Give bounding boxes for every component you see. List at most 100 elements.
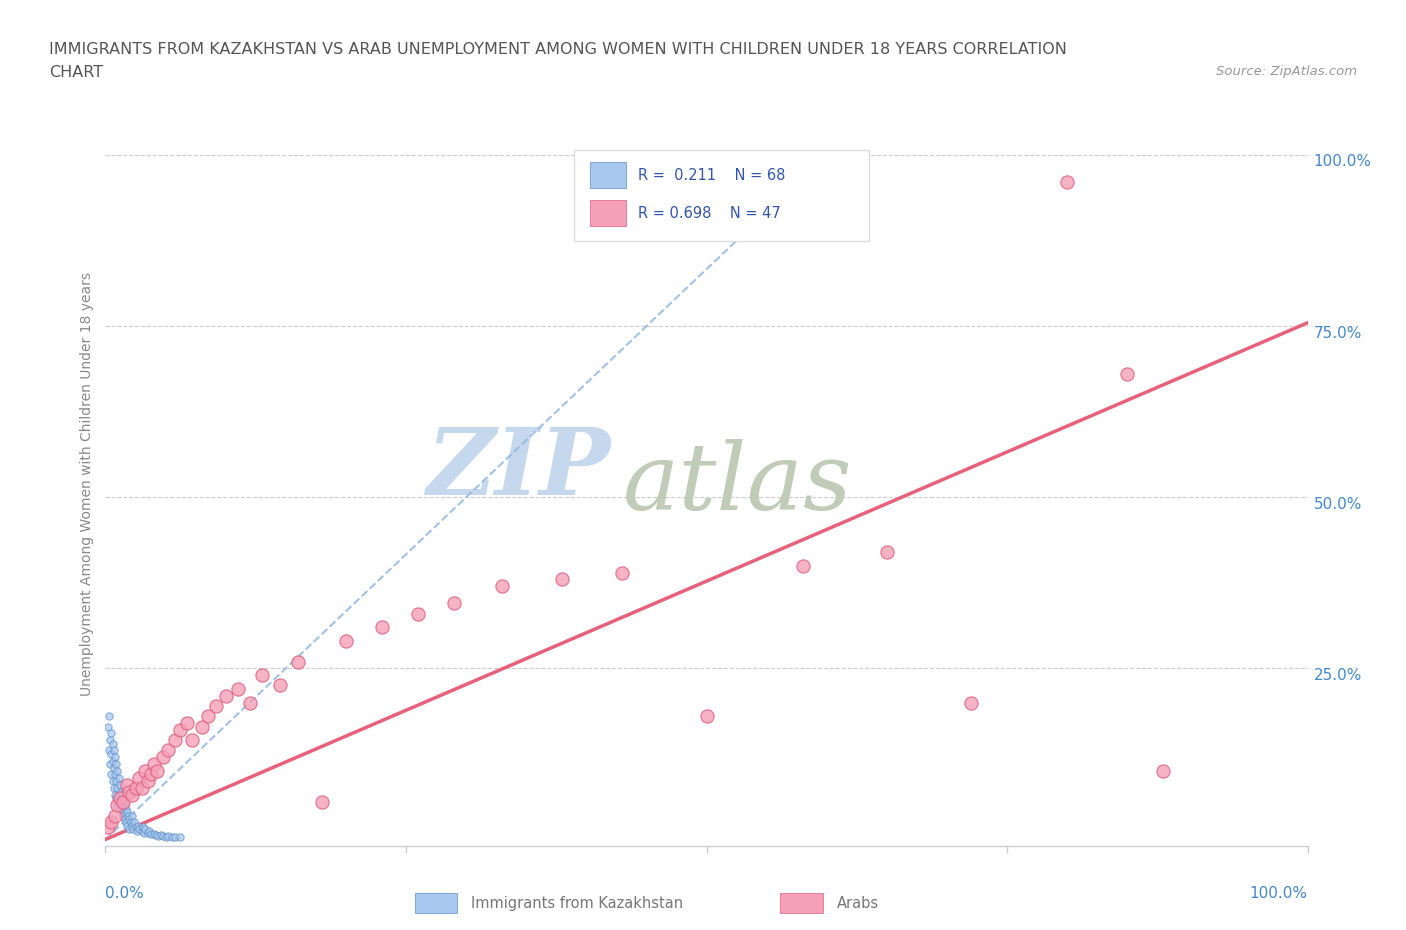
Point: [127, 818, 149, 833]
Point: [100, 815, 122, 830]
Text: IMMIGRANTS FROM KAZAKHSTAN VS ARAB UNEMPLOYMENT AMONG WOMEN WITH CHILDREN UNDER : IMMIGRANTS FROM KAZAKHSTAN VS ARAB UNEMP…: [49, 42, 1067, 57]
Point: [876, 545, 898, 560]
Point: [169, 723, 191, 737]
Text: 100.0%: 100.0%: [1313, 154, 1372, 169]
Point: [107, 798, 129, 813]
Point: [101, 737, 124, 751]
Point: [156, 743, 179, 758]
Point: [696, 709, 718, 724]
Point: [1056, 175, 1078, 190]
Point: [107, 798, 129, 813]
Point: [371, 620, 394, 635]
Point: [124, 780, 146, 795]
Y-axis label: Unemployment Among Women with Children Under 18 years: Unemployment Among Women with Children U…: [80, 272, 94, 696]
Point: [131, 780, 153, 795]
Point: [406, 606, 429, 621]
Point: [149, 827, 172, 842]
Point: [107, 788, 129, 803]
Point: [124, 815, 146, 830]
Point: [115, 815, 138, 830]
Point: [239, 695, 262, 710]
Point: [124, 819, 146, 834]
Point: [118, 822, 141, 837]
Point: [142, 827, 165, 842]
Point: [104, 808, 127, 823]
Text: Source: ZipAtlas.com: Source: ZipAtlas.com: [1216, 65, 1357, 78]
Bar: [591, 200, 626, 226]
Point: [960, 695, 983, 710]
Point: [792, 558, 814, 573]
Point: [176, 716, 198, 731]
Point: [146, 764, 169, 778]
Point: [443, 596, 465, 611]
Point: [103, 780, 125, 795]
Point: [145, 828, 167, 843]
Text: 0.0%: 0.0%: [105, 886, 145, 901]
Text: 50.0%: 50.0%: [1313, 497, 1362, 512]
Point: [226, 682, 249, 697]
Point: [156, 829, 179, 844]
Point: [612, 565, 634, 580]
Point: [107, 780, 129, 795]
Point: [136, 774, 159, 789]
Point: [132, 819, 155, 834]
Point: [111, 804, 134, 819]
Point: [97, 719, 120, 734]
Point: [97, 819, 120, 834]
Text: 25.0%: 25.0%: [1313, 668, 1362, 683]
Point: [108, 794, 131, 809]
Point: [107, 770, 129, 785]
Point: [112, 792, 135, 807]
Point: [108, 777, 131, 792]
Point: [114, 812, 136, 827]
Point: [101, 774, 124, 789]
Point: [100, 767, 122, 782]
Point: [117, 808, 139, 823]
Point: [108, 790, 131, 805]
Point: [138, 824, 160, 839]
Point: [190, 719, 212, 734]
Point: [110, 784, 132, 799]
Point: [139, 767, 162, 782]
Point: [491, 578, 513, 593]
Text: Immigrants from Kazakhstan: Immigrants from Kazakhstan: [471, 897, 683, 911]
Text: Arabs: Arabs: [837, 897, 879, 911]
Point: [118, 784, 141, 799]
Point: [98, 733, 121, 748]
Point: [155, 830, 177, 844]
Point: [311, 794, 333, 809]
Point: [165, 830, 187, 844]
Point: [112, 794, 135, 809]
Point: [169, 830, 191, 844]
Point: [122, 822, 145, 837]
Point: [250, 668, 273, 683]
Point: [100, 726, 122, 741]
Point: [115, 804, 138, 819]
Text: CHART: CHART: [49, 65, 103, 80]
Point: [118, 812, 141, 827]
Point: [104, 767, 127, 782]
Point: [115, 777, 138, 792]
Point: [104, 788, 127, 803]
Point: [160, 830, 183, 844]
Point: [107, 764, 129, 778]
Point: [181, 733, 204, 748]
Point: [134, 822, 156, 837]
Text: R =  0.211    N = 68: R = 0.211 N = 68: [638, 167, 786, 183]
Point: [131, 824, 153, 839]
Point: [121, 818, 143, 833]
Point: [98, 709, 121, 724]
Point: [105, 757, 128, 772]
Point: [142, 757, 165, 772]
Point: [165, 733, 187, 748]
Point: [103, 760, 125, 775]
Point: [139, 827, 162, 842]
Point: [136, 825, 159, 840]
Point: [148, 829, 170, 844]
Point: [115, 802, 138, 817]
Point: [103, 743, 125, 758]
Point: [128, 822, 150, 837]
Point: [112, 808, 135, 823]
Point: [287, 654, 309, 669]
Point: [115, 818, 138, 833]
